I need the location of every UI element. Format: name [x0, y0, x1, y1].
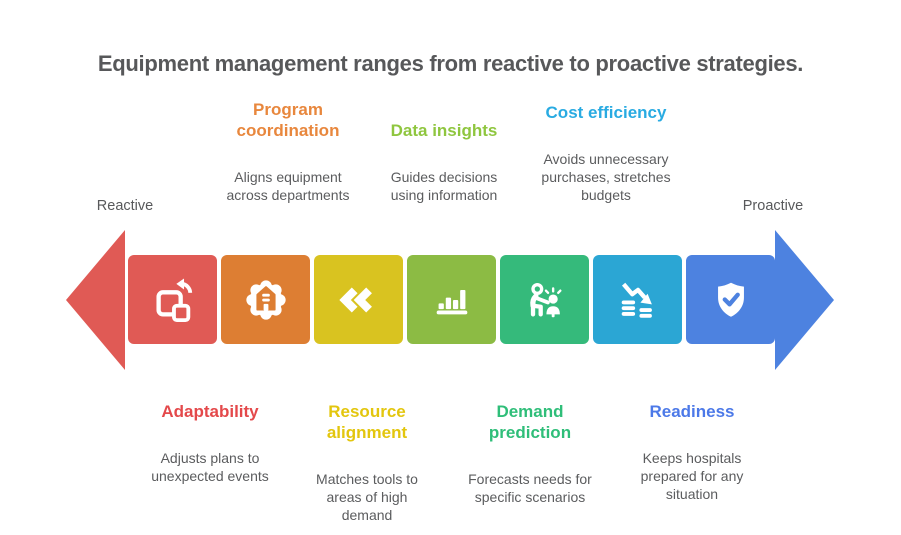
label-desc: Keeps hospitals prepared for any situati…: [640, 450, 744, 502]
label-title: Resource alignment: [326, 402, 408, 442]
tile-adaptability: [128, 255, 217, 344]
label-demand-prediction: Demand prediction Forecasts needs for sp…: [435, 383, 625, 524]
label-program-coordination: Program coordination Aligns equipment ac…: [193, 81, 383, 222]
reactive-arrowhead-icon: [66, 230, 125, 370]
label-readiness: Readiness Keeps hospitals prepared for a…: [597, 383, 787, 521]
tile-program-coordination: [221, 255, 310, 344]
label-title: Demand prediction: [488, 402, 572, 442]
proactive-label: Proactive: [742, 198, 804, 214]
page-title: Equipment management ranges from reactiv…: [97, 51, 804, 76]
label-title: Program coordination: [236, 100, 340, 140]
swap-squares-icon: [155, 277, 192, 322]
label-cost-efficiency: Cost efficiency Avoids unnecessary purch…: [511, 84, 701, 222]
tile-cost-efficiency: [593, 255, 682, 344]
gear-building-icon: [245, 279, 286, 320]
proactive-arrowhead-icon: [775, 230, 834, 370]
tile-data-insights: [407, 255, 496, 344]
label-adaptability: Adaptability Adjusts plans to unexpected…: [115, 383, 305, 503]
label-desc: Guides decisions using information: [390, 169, 498, 203]
label-title: Readiness: [649, 402, 735, 421]
spectrum-tiles: [128, 255, 775, 344]
label-title: Cost efficiency: [545, 103, 667, 122]
label-desc: Avoids unnecessary purchases, stretches …: [541, 151, 671, 203]
label-desc: Aligns equipment across departments: [226, 169, 350, 203]
label-desc: Adjusts plans to unexpected events: [151, 450, 269, 484]
shield-check-icon: [717, 282, 744, 317]
double-chevron-left-icon: [338, 287, 372, 312]
label-title: Data insights: [390, 121, 498, 140]
tile-resource-alignment: [314, 255, 403, 344]
declining-trend-icon: [621, 282, 652, 318]
reactive-label: Reactive: [96, 198, 154, 214]
label-data-insights: Data insights Guides decisions using inf…: [349, 102, 539, 222]
label-title: Adaptability: [161, 402, 259, 421]
bar-chart-icon: [436, 289, 467, 314]
tile-demand-prediction: [500, 255, 589, 344]
label-desc: Forecasts needs for specific scenarios: [468, 471, 592, 505]
tile-readiness: [686, 255, 775, 344]
label-desc: Matches tools to areas of high demand: [316, 471, 418, 523]
label-resource-alignment: Resource alignment Matches tools to area…: [272, 383, 462, 535]
caretaker-icon: [529, 282, 562, 317]
